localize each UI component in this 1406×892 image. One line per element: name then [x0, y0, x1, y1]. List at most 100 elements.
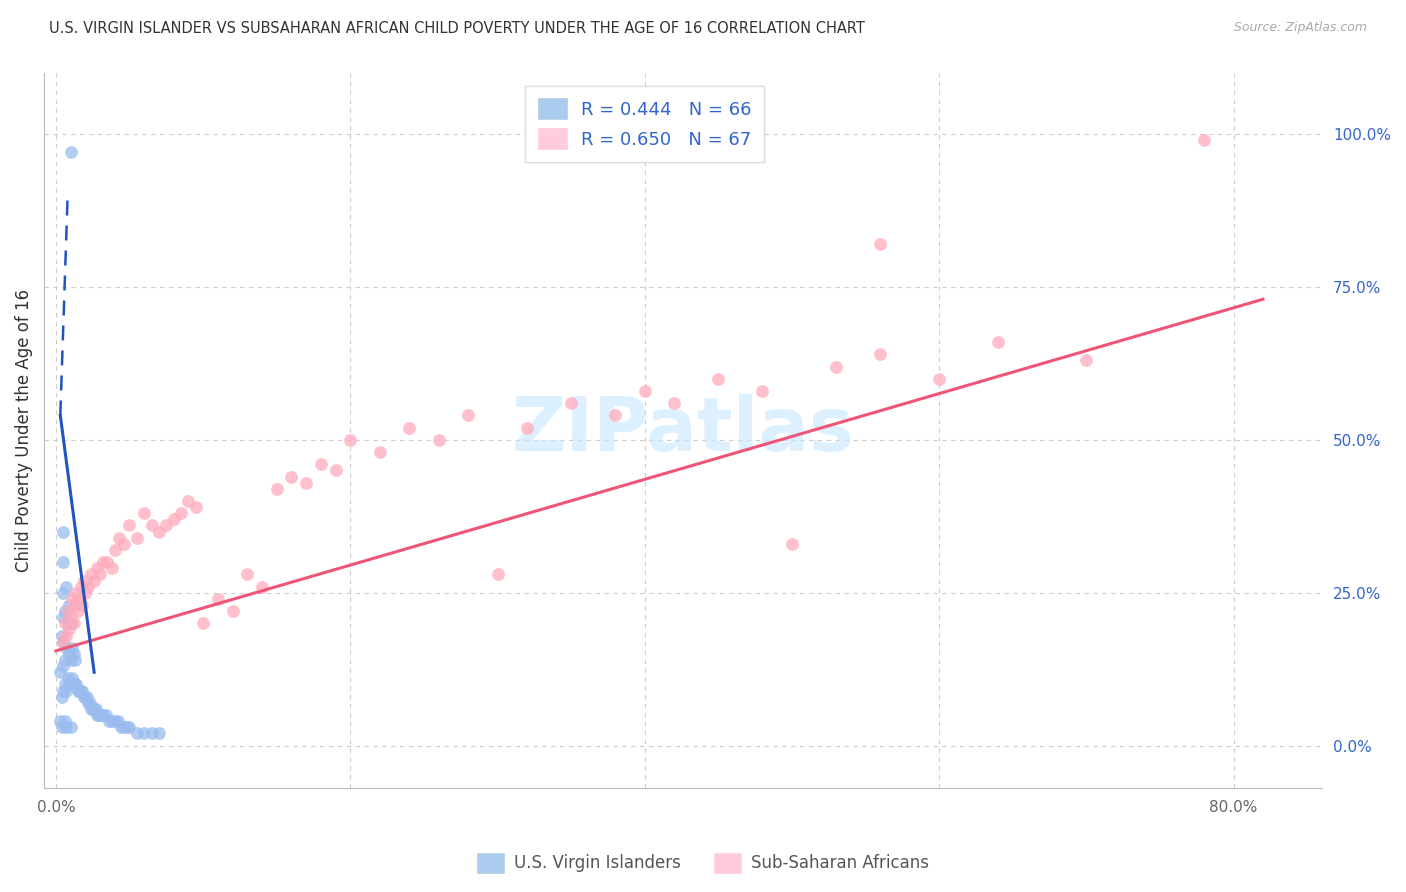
Point — [325, 463, 347, 477]
Point — [62, 677, 84, 691]
Point — [339, 433, 361, 447]
Point — [104, 543, 127, 558]
Point — [55, 629, 77, 643]
Point — [53, 677, 76, 691]
Point — [170, 506, 193, 520]
Point — [51, 629, 73, 643]
Point — [97, 714, 120, 729]
Point — [94, 708, 117, 723]
Point — [184, 500, 207, 515]
Point — [66, 683, 89, 698]
Point — [52, 610, 75, 624]
Point — [56, 604, 79, 618]
Point — [70, 683, 93, 698]
Point — [58, 677, 80, 691]
Point — [869, 237, 891, 252]
Point — [63, 677, 86, 691]
Point — [125, 726, 148, 740]
Point — [73, 574, 96, 588]
Text: Source: ZipAtlas.com: Source: ZipAtlas.com — [1233, 21, 1367, 35]
Point — [56, 616, 79, 631]
Point — [101, 561, 124, 575]
Point — [928, 372, 950, 386]
Point — [516, 420, 538, 434]
Point — [134, 506, 156, 520]
Point — [662, 396, 685, 410]
Point — [51, 690, 73, 704]
Point — [52, 634, 75, 648]
Point — [53, 653, 76, 667]
Point — [163, 512, 186, 526]
Point — [59, 720, 82, 734]
Point — [58, 598, 80, 612]
Point — [707, 372, 730, 386]
Point — [51, 720, 73, 734]
Point — [60, 640, 83, 655]
Point — [91, 708, 114, 723]
Legend: R = 0.444   N = 66, R = 0.650   N = 67: R = 0.444 N = 66, R = 0.650 N = 67 — [524, 86, 765, 161]
Point — [52, 555, 75, 569]
Point — [751, 384, 773, 398]
Point — [75, 586, 97, 600]
Point — [101, 714, 124, 729]
Point — [86, 561, 108, 575]
Point — [52, 586, 75, 600]
Point — [221, 604, 243, 618]
Point — [86, 708, 108, 723]
Point — [49, 665, 72, 680]
Point — [79, 696, 101, 710]
Point — [987, 334, 1010, 349]
Point — [58, 647, 80, 661]
Point — [108, 531, 131, 545]
Point — [60, 591, 83, 606]
Point — [83, 574, 105, 588]
Point — [1076, 353, 1098, 368]
Point — [207, 591, 229, 606]
Point — [427, 433, 450, 447]
Point — [52, 659, 75, 673]
Point — [266, 482, 288, 496]
Point — [53, 714, 76, 729]
Point — [63, 653, 86, 667]
Point — [56, 672, 79, 686]
Point — [134, 726, 156, 740]
Point — [118, 720, 141, 734]
Point — [191, 616, 214, 631]
Point — [780, 537, 803, 551]
Point — [52, 524, 75, 539]
Point — [177, 494, 200, 508]
Point — [368, 445, 391, 459]
Point — [77, 580, 100, 594]
Point — [309, 458, 332, 472]
Point — [59, 677, 82, 691]
Point — [605, 409, 627, 423]
Point — [60, 672, 83, 686]
Point — [69, 591, 91, 606]
Text: U.S. VIRGIN ISLANDER VS SUBSAHARAN AFRICAN CHILD POVERTY UNDER THE AGE OF 16 COR: U.S. VIRGIN ISLANDER VS SUBSAHARAN AFRIC… — [49, 21, 865, 37]
Text: ZIPatlas: ZIPatlas — [512, 394, 855, 467]
Point — [141, 518, 163, 533]
Point — [80, 567, 103, 582]
Point — [70, 580, 93, 594]
Legend: U.S. Virgin Islanders, Sub-Saharan Africans: U.S. Virgin Islanders, Sub-Saharan Afric… — [471, 847, 935, 880]
Point — [62, 647, 84, 661]
Point — [72, 683, 94, 698]
Point — [155, 518, 177, 533]
Point — [59, 616, 82, 631]
Point — [72, 598, 94, 612]
Point — [55, 580, 77, 594]
Point — [104, 714, 127, 729]
Point — [141, 726, 163, 740]
Point — [825, 359, 848, 374]
Y-axis label: Child Poverty Under the Age of 16: Child Poverty Under the Age of 16 — [15, 289, 32, 573]
Point — [75, 690, 97, 704]
Point — [55, 720, 77, 734]
Point — [52, 634, 75, 648]
Point — [53, 604, 76, 618]
Point — [53, 616, 76, 631]
Point — [486, 567, 509, 582]
Point — [112, 720, 135, 734]
Point — [76, 690, 98, 704]
Point — [52, 683, 75, 698]
Point — [84, 702, 107, 716]
